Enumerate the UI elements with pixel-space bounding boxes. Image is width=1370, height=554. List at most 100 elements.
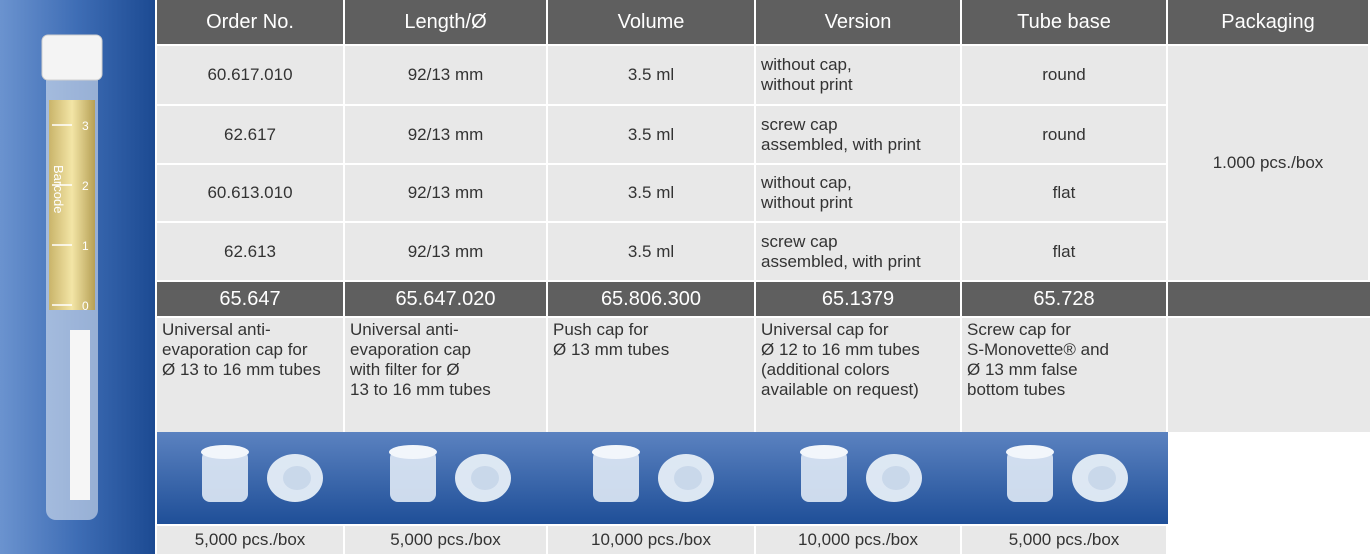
desc-line: S-Monovette® and [967,340,1109,360]
desc-line: 13 to 16 mm tubes [350,380,491,400]
order-no: 60.617.010 [207,65,292,85]
volume-cell: 3.5 ml [548,165,754,221]
desc-line: available on request) [761,380,919,400]
cap-order: 65.647.020 [395,289,495,309]
cap-order: 65.1379 [822,289,894,309]
version-line: screw cap [761,232,838,252]
length: 92/13 mm [408,242,484,262]
length: 92/13 mm [408,125,484,145]
cap-pack-cell: 5,000 pcs./box [157,526,343,554]
desc-line: Push cap for [553,320,648,340]
cap-order-cell: 65.1379 [756,282,960,316]
scale-label: 3 [82,119,89,133]
cap-drawing [962,432,1162,524]
header-text: Volume [618,12,685,32]
cap-packaging: 5,000 pcs./box [195,530,306,550]
header-text: Length/Ø [404,12,486,32]
scale-label: 0 [82,299,89,313]
empty-cell [1168,318,1370,432]
order-no: 60.613.010 [207,183,292,203]
version-line: without print [761,75,853,95]
cap-order-cell: 65.806.300 [548,282,754,316]
length: 92/13 mm [408,183,484,203]
length-cell: 92/13 mm [345,165,546,221]
cap-drawing [157,432,357,524]
cap-order: 65.647 [219,289,280,309]
cap-pack-cell: 10,000 pcs./box [548,526,754,554]
desc-line: Screw cap for [967,320,1071,340]
length-cell: 92/13 mm [345,106,546,163]
desc-line: Universal anti- [350,320,459,340]
cap-image [756,432,962,524]
desc-line: (additional colors [761,360,890,380]
column-header: Tube base [962,0,1166,44]
volume: 3.5 ml [628,242,674,262]
desc-line: Ø 13 to 16 mm tubes [162,360,321,380]
packaging-cell: 1.000 pcs./box [1168,46,1368,280]
cap-order: 65.728 [1033,289,1094,309]
header-text: Order No. [206,12,294,32]
cap-image [345,432,548,524]
tube-base: round [1042,65,1085,85]
version-line: assembled, with print [761,252,921,272]
volume-cell: 3.5 ml [548,223,754,280]
page: 3 2 1 0 Barcode Order No. Length/Ø Volume Versi… [0,0,1370,554]
volume: 3.5 ml [628,125,674,145]
cap-drawing [345,432,545,524]
version-line: without cap, [761,173,852,193]
version-cell: without cap,without print [756,165,960,221]
volume: 3.5 ml [628,65,674,85]
volume: 3.5 ml [628,183,674,203]
base-cell: round [962,106,1166,163]
cap-image [548,432,756,524]
cap-drawing [548,432,748,524]
order-cell: 62.617 [157,106,343,163]
column-header: Packaging [1168,0,1368,44]
base-cell: flat [962,165,1166,221]
desc-line: bottom tubes [967,380,1065,400]
desc-line: Ø 13 mm tubes [553,340,669,360]
barcode-label: Barcode [51,165,66,213]
cap-order-cell: 65.647 [157,282,343,316]
base-cell: round [962,46,1166,104]
desc-line: Ø 13 mm false [967,360,1078,380]
cap-pack-cell: 5,000 pcs./box [962,526,1166,554]
column-header: Version [756,0,960,44]
tube-base: round [1042,125,1085,145]
cap-packaging: 5,000 pcs./box [1009,530,1120,550]
cap-packaging: 10,000 pcs./box [591,530,711,550]
order-no: 62.613 [224,242,276,262]
cap-pack-cell: 5,000 pcs./box [345,526,546,554]
cap-order-cell: 65.647.020 [345,282,546,316]
tube-base: flat [1053,242,1076,262]
desc-line: Universal cap for [761,320,889,340]
cap-image [962,432,1168,524]
length: 92/13 mm [408,65,484,85]
column-header: Order No. [157,0,343,44]
cap-image [157,432,345,524]
cap-packaging: 10,000 pcs./box [798,530,918,550]
version-line: assembled, with print [761,135,921,155]
cap-order-cell: 65.728 [962,282,1166,316]
cap-pack-cell: 10,000 pcs./box [756,526,960,554]
volume-cell: 3.5 ml [548,46,754,104]
tube-base: flat [1053,183,1076,203]
header-text: Version [825,12,892,32]
scale-label: 2 [82,179,89,193]
column-header: Length/Ø [345,0,546,44]
volume-cell: 3.5 ml [548,106,754,163]
empty-header [1168,282,1370,316]
scale-label: 1 [82,239,89,253]
order-cell: 60.617.010 [157,46,343,104]
version-line: screw cap [761,115,838,135]
column-header: Volume [548,0,754,44]
desc-line: evaporation cap [350,340,471,360]
length-cell: 92/13 mm [345,46,546,104]
base-cell: flat [962,223,1166,280]
